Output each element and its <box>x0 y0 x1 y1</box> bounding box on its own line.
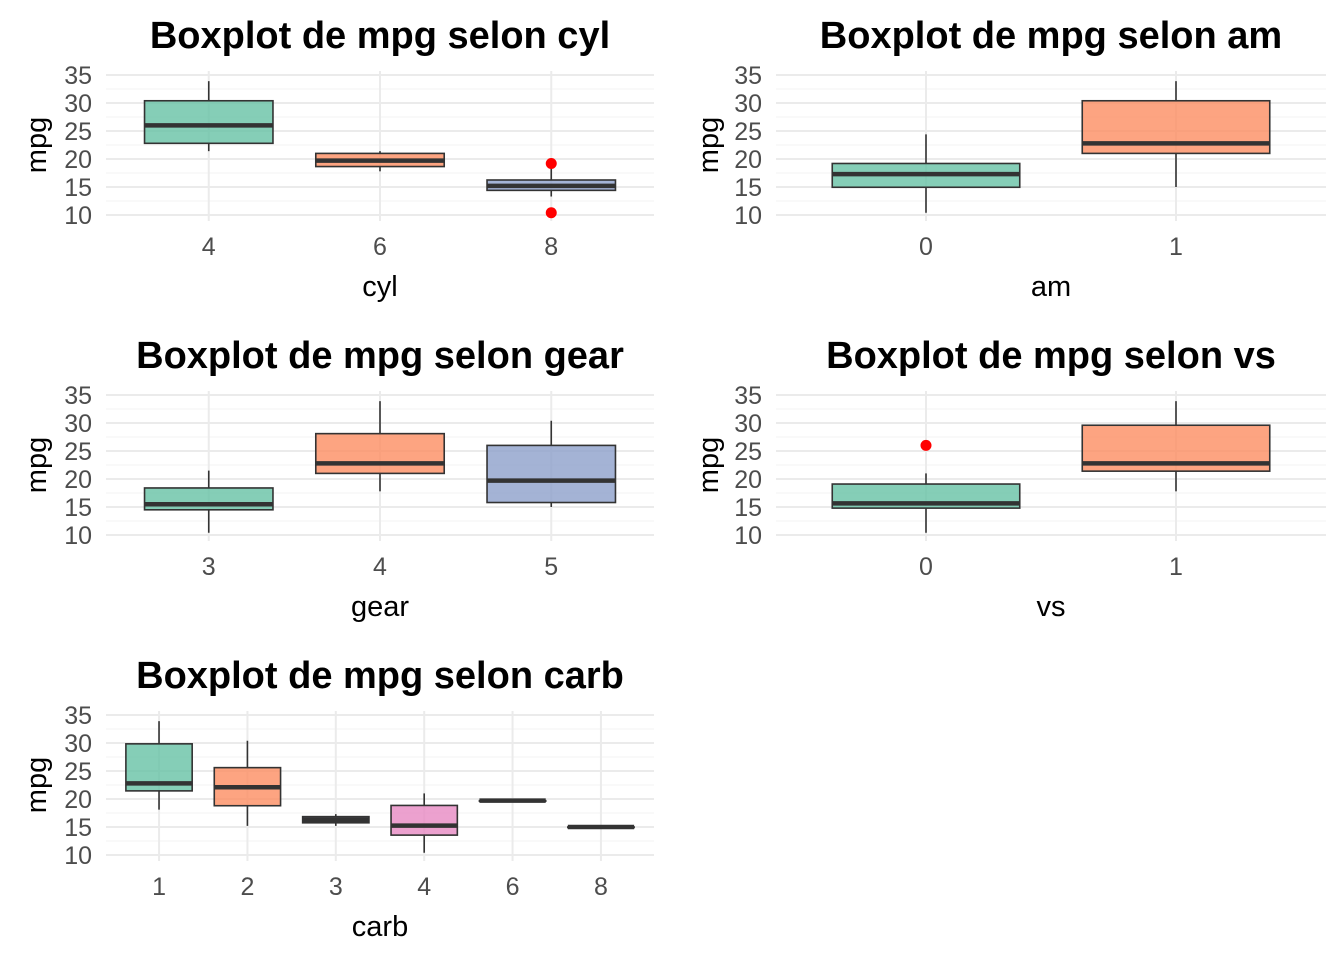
box-0 <box>831 439 1021 533</box>
x-tick-label: 4 <box>373 553 387 581</box>
x-tick-label: 5 <box>544 553 558 581</box>
y-tick-label: 20 <box>64 466 92 494</box>
box-3 <box>301 814 370 826</box>
x-tick-label: 2 <box>240 873 254 901</box>
y-tick-label: 15 <box>64 494 92 522</box>
y-tick-label: 25 <box>64 758 92 786</box>
box-0 <box>831 134 1021 213</box>
y-axis-label: mpg <box>693 117 725 173</box>
x-axis-label: am <box>1031 271 1071 303</box>
x-tick-label: 1 <box>1169 553 1183 581</box>
x-tick-label: 3 <box>329 873 343 901</box>
chart-title: Boxplot de mpg selon am <box>820 15 1282 57</box>
x-axis-label: vs <box>1037 591 1066 623</box>
y-tick-label: 15 <box>734 174 762 202</box>
y-tick-label: 20 <box>64 146 92 174</box>
x-tick-label: 6 <box>506 873 520 901</box>
outlier-point <box>545 157 557 169</box>
box-1 <box>125 721 193 810</box>
box-4 <box>143 81 274 152</box>
box-1 <box>1081 401 1271 492</box>
box-4 <box>390 793 459 853</box>
y-tick-label: 25 <box>734 438 762 466</box>
x-tick-label: 0 <box>919 233 933 261</box>
box-rect <box>486 444 617 504</box>
y-tick-label: 10 <box>64 842 92 870</box>
x-tick-label: 8 <box>544 233 558 261</box>
y-tick-label: 10 <box>734 202 762 230</box>
box-2 <box>213 740 282 826</box>
y-tick-label: 15 <box>64 174 92 202</box>
y-axis-label: mpg <box>21 757 53 813</box>
y-tick-label: 35 <box>64 702 92 730</box>
box-3 <box>143 470 274 533</box>
y-tick-label: 10 <box>64 522 92 550</box>
outlier-point <box>920 439 932 451</box>
box-rect <box>390 804 459 836</box>
y-tick-label: 30 <box>64 90 92 118</box>
y-tick-label: 30 <box>734 410 762 438</box>
chart-title: Boxplot de mpg selon gear <box>136 335 624 377</box>
outlier-point <box>545 207 557 219</box>
y-tick-label: 20 <box>64 786 92 814</box>
x-axis-label: carb <box>352 911 408 943</box>
chart-title: Boxplot de mpg selon carb <box>136 655 624 697</box>
box-4 <box>314 401 446 492</box>
box-rect <box>143 487 274 511</box>
y-tick-label: 20 <box>734 146 762 174</box>
y-axis-label: mpg <box>21 117 53 173</box>
y-tick-label: 30 <box>64 410 92 438</box>
y-tick-label: 25 <box>734 118 762 146</box>
y-tick-label: 35 <box>734 382 762 410</box>
y-tick-label: 30 <box>734 90 762 118</box>
box-8 <box>567 824 635 830</box>
x-axis-label: gear <box>351 591 409 623</box>
chart-title: Boxplot de mpg selon vs <box>826 335 1276 377</box>
chart-title: Boxplot de mpg selon cyl <box>150 15 610 57</box>
x-tick-label: 1 <box>152 873 166 901</box>
y-tick-label: 15 <box>734 494 762 522</box>
box-6 <box>478 798 547 803</box>
x-tick-label: 6 <box>373 233 387 261</box>
y-tick-label: 35 <box>734 62 762 90</box>
y-tick-label: 25 <box>64 118 92 146</box>
y-tick-label: 10 <box>734 522 762 550</box>
y-axis-label: mpg <box>693 437 725 493</box>
x-tick-label: 3 <box>202 553 216 581</box>
y-tick-label: 10 <box>64 202 92 230</box>
y-tick-label: 30 <box>64 730 92 758</box>
box-5 <box>486 420 617 507</box>
x-axis-label: cyl <box>362 271 397 303</box>
x-tick-label: 4 <box>202 233 216 261</box>
y-tick-label: 15 <box>64 814 92 842</box>
y-tick-label: 35 <box>64 62 92 90</box>
x-tick-label: 4 <box>417 873 431 901</box>
box-8 <box>486 157 617 219</box>
x-tick-label: 8 <box>594 873 608 901</box>
y-axis-label: mpg <box>21 437 53 493</box>
y-tick-label: 35 <box>64 382 92 410</box>
box-6 <box>314 151 446 172</box>
box-1 <box>1081 81 1271 187</box>
x-tick-label: 0 <box>919 553 933 581</box>
box-rect <box>143 99 274 145</box>
x-tick-label: 1 <box>1169 233 1183 261</box>
box-rect <box>314 432 446 475</box>
y-tick-label: 25 <box>64 438 92 466</box>
y-tick-label: 20 <box>734 466 762 494</box>
